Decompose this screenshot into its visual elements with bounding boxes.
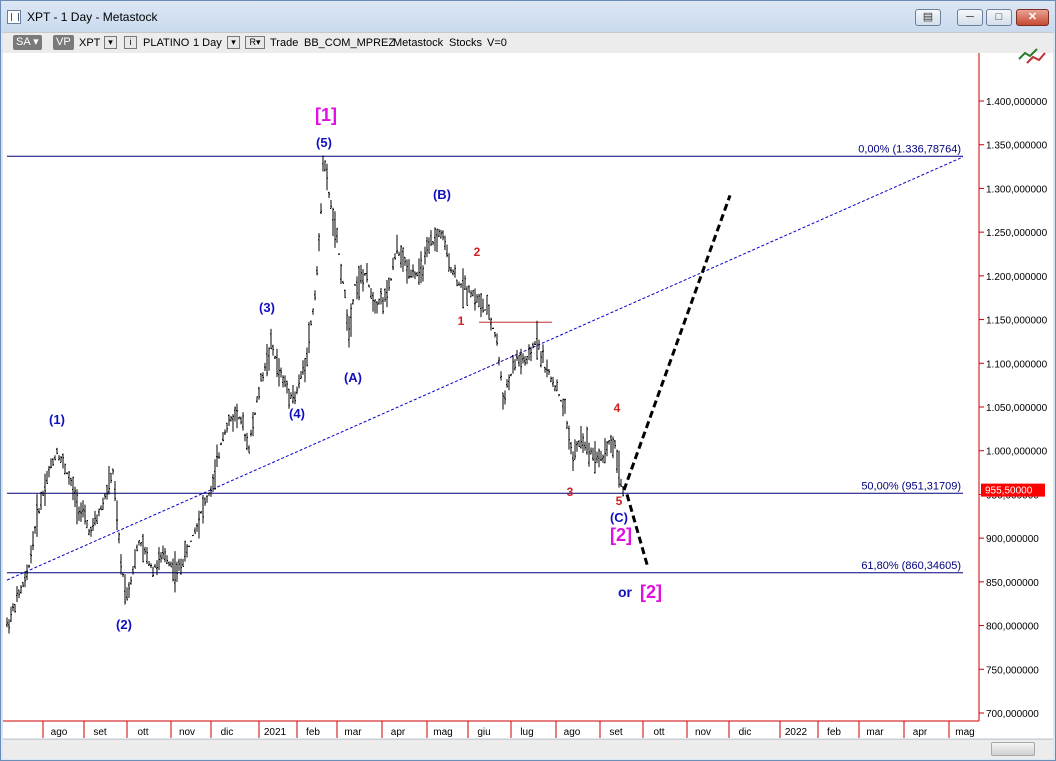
maximize-button[interactable]: □ — [986, 9, 1012, 26]
instrument-name: PLATINO — [143, 37, 190, 49]
price-axis-label: 850,000000 — [986, 578, 1039, 589]
time-axis-label: set — [93, 727, 107, 738]
sa-button[interactable]: SA ▾ — [13, 35, 42, 50]
price-axis-label: 1.250,000000 — [986, 228, 1048, 239]
account-label: BB_COM_MPREZ — [304, 37, 396, 49]
wave-label: (3) — [259, 300, 275, 315]
minimize-icon: ─ — [966, 11, 974, 23]
wave-label: 5 — [616, 494, 623, 508]
horizontal-scrollbar[interactable] — [3, 739, 1053, 759]
time-axis-label: mar — [866, 727, 884, 738]
wave-label: (A) — [344, 370, 362, 385]
wave-label: 2 — [474, 245, 481, 259]
time-axis-label: ago — [564, 727, 581, 738]
time-axis-label: nov — [179, 727, 195, 738]
price-axis-label: 1.150,000000 — [986, 316, 1048, 327]
time-axis-label: set — [609, 727, 623, 738]
scrollbar-thumb[interactable] — [991, 742, 1035, 756]
minimize-button[interactable]: ─ — [957, 9, 983, 26]
projection-down-line — [625, 494, 650, 569]
last-price-tag — [981, 483, 1045, 497]
wave-label: [2] — [610, 525, 632, 545]
price-axis-label: 800,000000 — [986, 622, 1039, 633]
wave-label: 4 — [614, 401, 621, 415]
title-bar[interactable]: XPT - 1 Day - Metastock ▤ ─ □ ✕ — [1, 1, 1055, 33]
time-axis-label: ott — [137, 727, 148, 738]
time-axis-label: lug — [520, 727, 533, 738]
time-axis-label: nov — [695, 727, 711, 738]
restore-chart-button[interactable]: ▤ — [915, 9, 941, 26]
trend-line — [6, 156, 964, 581]
time-axis-label: dic — [739, 727, 752, 738]
info-button[interactable]: i — [124, 36, 137, 49]
symbol-label: XPT — [79, 37, 101, 49]
wave-label: (B) — [433, 187, 451, 202]
chart-toolbar: SA ▾ VP XPT ▾ i PLATINO 1 Day ▾ R▾ Trade… — [3, 32, 1053, 53]
price-axis-label: 1.000,000000 — [986, 447, 1048, 458]
price-axis-label: 1.050,000000 — [986, 403, 1048, 414]
type-label: Stocks — [449, 37, 483, 49]
vp-button[interactable]: VP — [53, 35, 74, 50]
restore-icon: ▤ — [922, 11, 934, 23]
price-axis-label: 700,000000 — [986, 709, 1039, 720]
wave-label: 1 — [458, 314, 465, 328]
price-axis-label: 1.200,000000 — [986, 272, 1048, 283]
time-axis-label: mag — [433, 727, 452, 738]
sa-label: SA — [16, 36, 31, 48]
price-axis-label: 750,000000 — [986, 665, 1039, 676]
time-axis-label: ott — [653, 727, 664, 738]
mode-label: Trade — [270, 37, 299, 49]
time-axis-label: mar — [344, 727, 362, 738]
price-axis-label: 900,000000 — [986, 534, 1039, 545]
price-axis-label: 1.400,000000 — [986, 97, 1048, 108]
window-title: XPT - 1 Day - Metastock — [27, 10, 158, 24]
time-axis-label: mag — [955, 727, 974, 738]
source-label: Metastock — [393, 37, 444, 49]
chart-tools-icon[interactable] — [1017, 45, 1047, 65]
wave-label: [2] — [640, 582, 662, 602]
period-label: 1 Day — [193, 37, 222, 49]
fib-level-label: 61,80% (860,34605) — [861, 560, 961, 572]
symbol-dropdown[interactable]: ▾ — [104, 36, 117, 49]
r-label: R — [249, 37, 256, 47]
close-button[interactable]: ✕ — [1016, 9, 1049, 26]
wave-label: (5) — [316, 135, 332, 150]
wave-label: or — [618, 584, 633, 600]
wave-label: (4) — [289, 406, 305, 421]
time-axis-label: feb — [827, 727, 841, 738]
time-axis-label: 2022 — [785, 727, 808, 738]
wave-label: 3 — [567, 485, 574, 499]
wave-label: (2) — [116, 617, 132, 632]
time-axis-label: apr — [391, 727, 406, 738]
app-icon — [7, 10, 21, 24]
time-axis-label: apr — [913, 727, 928, 738]
time-axis-label: 2021 — [264, 727, 287, 738]
price-axis-label: 1.300,000000 — [986, 184, 1048, 195]
fib-level-label: 0,00% (1.336,78764) — [858, 143, 961, 155]
time-axis-label: giu — [477, 727, 490, 738]
close-icon: ✕ — [1027, 11, 1038, 23]
wave-label: [1] — [315, 105, 337, 125]
period-dropdown[interactable]: ▾ — [227, 36, 240, 49]
last-price-label: 955,50000 — [985, 486, 1033, 497]
version-label: V=0 — [487, 37, 507, 49]
fib-level-label: 50,00% (951,31709) — [861, 480, 961, 492]
price-axis-label: 1.350,000000 — [986, 141, 1048, 152]
price-axis-label: 1.100,000000 — [986, 359, 1048, 370]
chart-area[interactable]: 1.400,000000 1.350,000000 1.300,000000 1.25… — [3, 53, 1053, 738]
maximize-icon: □ — [995, 11, 1003, 23]
wave-label: (C) — [610, 510, 628, 525]
time-axis-label: feb — [306, 727, 320, 738]
time-axis-label: dic — [221, 727, 234, 738]
price-chart[interactable]: 1.400,000000 1.350,000000 1.300,000000 1.25… — [3, 53, 1053, 738]
wave-label: (1) — [49, 412, 65, 427]
time-axis-label: ago — [51, 727, 68, 738]
r-dropdown[interactable]: R▾ — [245, 36, 265, 49]
projection-up-line — [622, 194, 732, 491]
